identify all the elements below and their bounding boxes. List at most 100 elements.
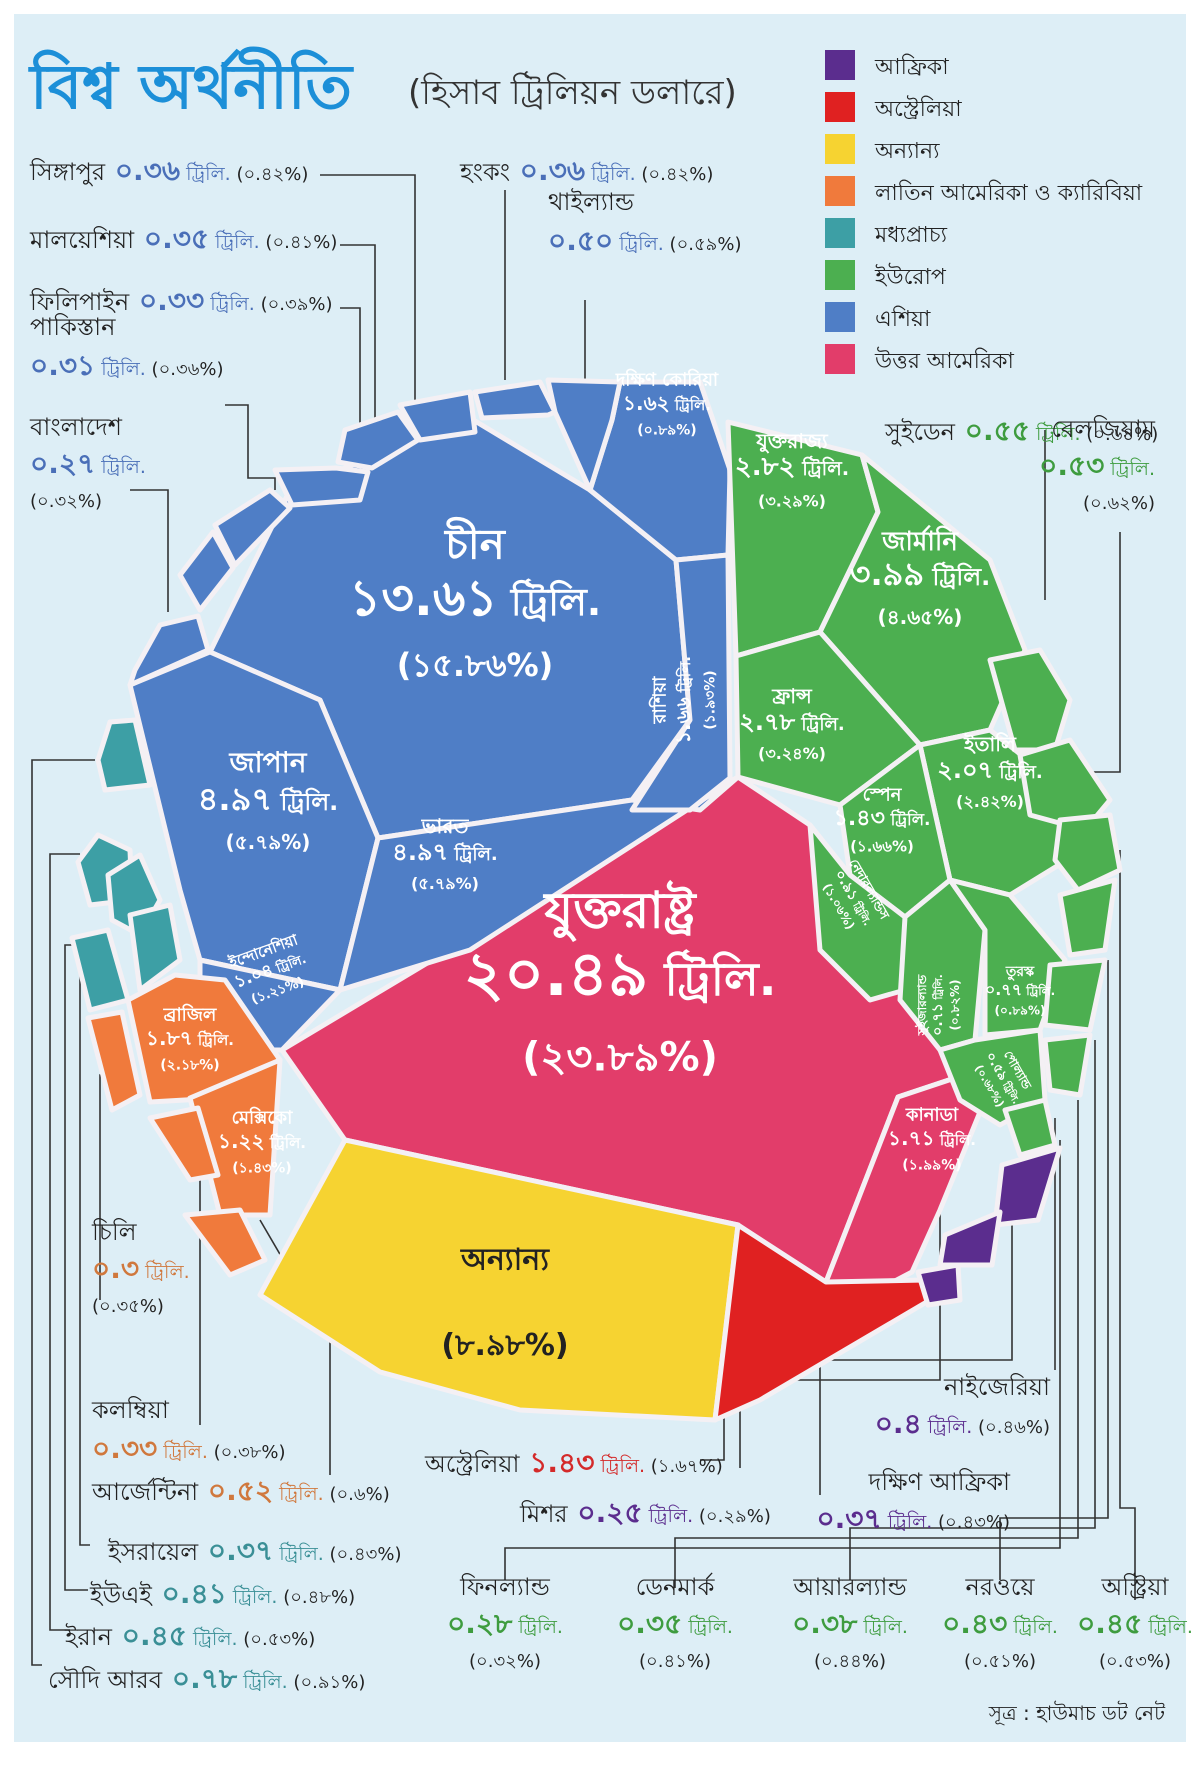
cell-value: ১.৭১ ট্রিলি.: [888, 1126, 976, 1150]
cell-unit: ট্রিলি.: [272, 786, 338, 816]
callout-value: ০.৫৩: [1039, 449, 1104, 482]
callout-percent: (০.৩৬%): [146, 359, 224, 380]
cell-label: যুক্তরাষ্ট্র২০.৪৯ ট্রিলি.(২৩.৮৯%): [464, 879, 777, 1081]
callout-line: ০.৩৫ ট্রিলি.: [617, 1607, 733, 1640]
legend-swatch: [825, 134, 855, 164]
callout-name: ইরান: [64, 1623, 113, 1651]
cell-south-africa: [937, 1209, 1003, 1268]
callout-value: ০.৪৫: [1077, 1607, 1142, 1640]
callout-name: ইউএই: [89, 1580, 153, 1609]
callout-name: বাংলাদেশ: [29, 413, 123, 441]
cell-unit: ট্রিলি.: [193, 1030, 234, 1049]
cell-name: রাশিয়া: [649, 676, 671, 725]
callout-unit: ট্রিলি.: [273, 1482, 324, 1505]
cell-name: স্পেন: [863, 785, 903, 806]
callout-name: অস্ট্রেলিয়া: [424, 1449, 521, 1478]
cell-unit: ট্রিলি.: [1022, 983, 1055, 998]
callout-value: ০.৭৮: [162, 1662, 238, 1695]
cell-percent: (১৫.৮৬%): [397, 646, 554, 684]
callout: হংকং ০.৩৬ ট্রিলি. (০.৪২%): [459, 154, 713, 187]
cell-name: ইতালি: [963, 732, 1017, 756]
callout-line: ০.৪ ট্রিলি. (০.৪৬%): [875, 1407, 1050, 1440]
callout-line: (০.৫৩%): [1099, 1651, 1171, 1672]
callout-name: মালয়েশিয়া: [29, 226, 135, 254]
callout-percent: (০.৬৪%): [1081, 424, 1159, 445]
callout-unit: ট্রিলি.: [204, 292, 255, 315]
callout-line: মিশর ০.২৫ ট্রিলি. (০.২৯%): [519, 1496, 771, 1529]
callout-value: ০.২৮: [447, 1607, 513, 1640]
cell-label: তুরস্ক০.৭৭ ট্রিলি. (০.৮৯%): [985, 964, 1055, 1017]
callout-line: (০.৩২%): [30, 491, 102, 512]
callout-percent: (০.৪৬%): [972, 1417, 1050, 1438]
cell-name: জাপান: [228, 746, 307, 779]
cell-unit: ট্রিলি.: [670, 395, 711, 414]
callout-percent: (০.৪১%): [260, 232, 338, 253]
callout-line: মালয়েশিয়া ০.৩৫ ট্রিলি. (০.৪১%): [29, 222, 337, 255]
legend-label: ইউরোপ: [874, 263, 947, 290]
cell-value: ১.৮৭ ট্রিলি.: [146, 1026, 234, 1050]
cell-value: ০.৭১ ট্রিলি.: [930, 974, 946, 1036]
cell-unit: ট্রিলি.: [795, 712, 845, 735]
legend-swatch: [825, 92, 855, 122]
callout-value: ১.৪৩: [519, 1446, 594, 1479]
page-subtitle: (হিসাব ট্রিলিয়ন ডলারে): [408, 71, 737, 113]
callout: কলম্বিয়া ০.৩৩ ট্রিলি. (০.৩৮%): [91, 1396, 286, 1465]
callout: ইউএই ০.৪১ ট্রিলি. (০.৪৮%): [89, 1577, 355, 1610]
cell-unit: ট্রিলি.: [648, 949, 776, 1006]
callout-labels: সিঙ্গাপুর ০.৩৬ ট্রিলি. (০.৪২%) হংকং ০.৩৬ …: [29, 154, 1193, 1695]
callout-value: ০.৩৭: [816, 1502, 881, 1535]
callout-line: দক্ষিণ আফ্রিকা: [868, 1468, 1011, 1496]
cell-value: ২.৮২ ট্রিলি.: [735, 452, 849, 482]
cell-singapore: [397, 389, 478, 443]
callout-unit: ট্রিলি.: [227, 1585, 278, 1608]
callout-name: আর্জেন্টিনা: [91, 1477, 199, 1506]
callout-line: নরওয়ে: [965, 1573, 1036, 1601]
cell-percent: (০.৮৯%): [637, 422, 696, 438]
callout-line: ইসরায়েল ০.৩৭ ট্রিলি. (০.৪৩%): [107, 1534, 401, 1567]
callout: ইরান ০.৪৫ ট্রিলি. (০.৫৩%): [64, 1619, 315, 1652]
callout-value: ০.৫০: [548, 224, 613, 257]
legend: আফ্রিকা অস্ট্রেলিয়া অন্যান্য লাতিন আমেরিকা…: [825, 50, 1143, 374]
cell-percent: (৮.৯৮%): [441, 1328, 568, 1363]
callout-line: ০.৪৫ ট্রিলি.: [1077, 1607, 1193, 1640]
callout-value: ০.৩: [92, 1252, 139, 1285]
callout-percent: (০.৩৫%): [92, 1296, 164, 1317]
cell-label: ফ্রান্স২.৭৮ ট্রিলি. (৩.২৪%): [739, 684, 845, 763]
callout: চিলি ০.৩ ট্রিলি. (০.৩৫%): [91, 1218, 190, 1317]
callout: ফিনল্যান্ড ০.২৮ ট্রিলি. (০.৩২%): [447, 1573, 563, 1672]
callout-name: দক্ষিণ আফ্রিকা: [868, 1468, 1011, 1496]
callout-percent: (০.২৯%): [693, 1506, 771, 1527]
callout: আর্জেন্টিনা ০.৫২ ট্রিলি. (০.৬%): [91, 1474, 390, 1507]
callout: ইসরায়েল ০.৩৭ ট্রিলি. (০.৪৩%): [107, 1534, 401, 1567]
cell-pakistan: [212, 487, 293, 568]
callout: সিঙ্গাপুর ০.৩৬ ট্রিলি. (০.৪২%): [29, 154, 308, 187]
callout-line: অস্ট্রিয়া: [1101, 1572, 1170, 1601]
cell-argentina: [182, 1207, 268, 1278]
legend-label: আফ্রিকা: [874, 54, 949, 80]
callout-value: ০.৪১: [152, 1577, 227, 1610]
cell-label: স্পেন১.৪৩ ট্রিলি. (১.৬৬%): [834, 785, 931, 856]
cell-unit: ট্রিলি.: [935, 1130, 976, 1149]
leader-lines: [31, 174, 1136, 1666]
callout-value: ০.৪৩: [942, 1607, 1007, 1640]
cell-percent: (২.৪২%): [956, 792, 1024, 811]
callout-name: ইসরায়েল: [107, 1538, 199, 1566]
callout-unit: ট্রিলি.: [180, 162, 231, 185]
cell-name: জার্মানি: [881, 525, 959, 557]
callout: নরওয়ে ০.৪৩ ট্রিলি. (০.৫১%): [942, 1573, 1058, 1672]
cell-name: দক্ষিণ কোরিয়া: [615, 369, 719, 391]
callout-unit: ট্রিলি.: [643, 1504, 694, 1527]
callout-unit: ট্রিলি.: [857, 1615, 908, 1638]
cell-label: জাপান৪.৯৭ ট্রিলি.(৫.৭৯%): [198, 746, 339, 854]
callout-unit: ট্রিলি.: [187, 1627, 238, 1650]
callout-unit: ট্রিলি.: [1142, 1615, 1193, 1638]
callout-value: ০.৩৮: [792, 1607, 858, 1640]
callout-percent: (০.৩২%): [30, 491, 102, 512]
callout-name: কলম্বিয়া: [91, 1396, 170, 1424]
cell-name: মেক্সিকো: [232, 1107, 293, 1129]
callout-line: ফিলিপাইন ০.৩৩ ট্রিলি. (০.৩৯%): [29, 284, 333, 317]
callout-value: ০.৫২: [198, 1474, 273, 1507]
callout-line: ইরান ০.৪৫ ট্রিলি. (০.৫৩%): [64, 1619, 315, 1652]
callout: সৌদি আরব ০.৭৮ ট্রিলি. (০.৯১%): [48, 1662, 365, 1695]
